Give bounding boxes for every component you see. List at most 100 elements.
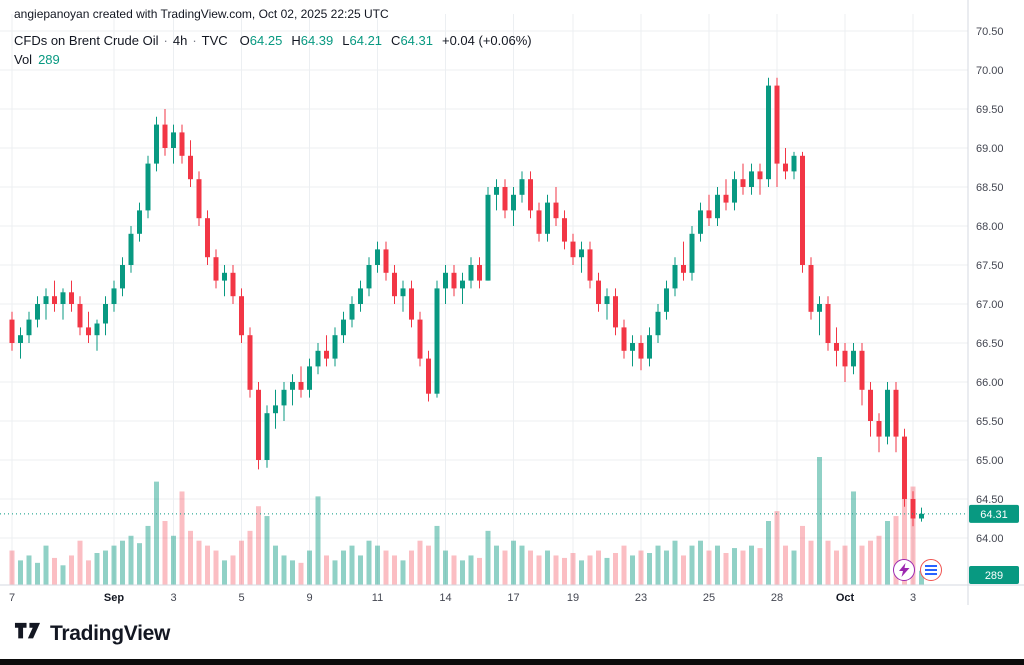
volume-bar xyxy=(672,540,678,585)
time-tick-label[interactable]: 11 xyxy=(372,592,383,604)
price-tick-label[interactable]: 68.50 xyxy=(976,182,1004,194)
candle-body xyxy=(358,288,363,304)
candle-body xyxy=(417,319,423,359)
volume-bar xyxy=(256,506,261,585)
volume-bar xyxy=(154,481,159,585)
close-letter: C xyxy=(391,33,401,48)
price-tick-label[interactable]: 65.50 xyxy=(976,416,1004,428)
candle-body xyxy=(808,265,814,312)
time-tick-label[interactable]: Sep xyxy=(104,592,124,604)
price-tick-label[interactable]: 66.00 xyxy=(976,377,1004,389)
candle-body xyxy=(35,304,40,320)
volume-bar xyxy=(774,511,780,585)
price-chart[interactable]: 70.50 70.00 69.50 69.00 68.50 68.00 67.50 67.00… xyxy=(0,0,1024,612)
volume-bar xyxy=(808,540,814,585)
time-tick-label[interactable]: 14 xyxy=(439,592,451,604)
candle-body xyxy=(205,218,210,258)
candle-body xyxy=(9,319,15,343)
price-tick-label[interactable]: 64.00 xyxy=(976,533,1004,545)
volume-bar xyxy=(834,550,839,585)
volume-badge-label: 289 xyxy=(985,570,1003,582)
volume-bar xyxy=(681,555,686,585)
candle-body xyxy=(723,194,729,203)
time-tick-label[interactable]: 28 xyxy=(771,592,783,604)
volume-bar xyxy=(468,555,474,585)
candle-body xyxy=(868,389,873,421)
price-tick-label[interactable]: 70.00 xyxy=(976,65,1004,77)
high-value: 64.39 xyxy=(300,33,334,48)
volume-bar xyxy=(383,550,389,585)
candle-body xyxy=(604,296,610,304)
time-tick-label[interactable]: 25 xyxy=(703,592,715,604)
candle-body xyxy=(290,382,295,390)
time-tick-label[interactable]: 23 xyxy=(635,592,647,604)
candle-body xyxy=(94,323,100,336)
legend-separator: · xyxy=(163,33,168,48)
price-tick-label[interactable]: 66.50 xyxy=(976,338,1004,350)
time-tick-label[interactable]: 5 xyxy=(238,592,244,604)
time-tick-label[interactable]: 3 xyxy=(170,592,176,604)
candle-body xyxy=(43,296,49,304)
volume-bar xyxy=(825,540,831,585)
volume-bar xyxy=(791,550,797,585)
volume-legend[interactable]: Vol 289 xyxy=(14,52,60,67)
volume-bar xyxy=(60,565,66,585)
flag-icon xyxy=(925,565,937,575)
price-tick-label[interactable]: 69.50 xyxy=(976,104,1004,116)
symbol-legend[interactable]: CFDs on Brent Crude Oil · 4h · TVC O64.25 H64.… xyxy=(14,33,532,48)
volume-bar xyxy=(443,550,448,585)
volume-bar xyxy=(307,550,312,585)
candle-body xyxy=(366,265,372,289)
candle-body xyxy=(774,85,780,164)
price-tick-label[interactable]: 68.00 xyxy=(976,221,1004,233)
candle-body xyxy=(791,155,797,172)
time-tick-label[interactable]: 19 xyxy=(567,592,579,604)
volume-bar xyxy=(434,525,440,585)
time-tick-label[interactable]: 7 xyxy=(9,592,15,604)
volume-bar xyxy=(536,555,542,585)
volume-bar xyxy=(451,555,457,585)
volume-bar xyxy=(400,560,406,585)
footer-brand[interactable]: TradingView xyxy=(14,621,170,646)
time-tick-label[interactable]: 17 xyxy=(507,592,519,604)
lightning-icon-button[interactable] xyxy=(893,559,915,581)
candle-body xyxy=(859,350,865,390)
candle-body xyxy=(239,296,244,336)
candle-body xyxy=(562,218,567,242)
price-tick-label[interactable]: 64.50 xyxy=(976,494,1004,506)
symbol-title: CFDs on Brent Crude Oil xyxy=(14,33,159,48)
candle-body xyxy=(69,292,74,304)
price-tick-label[interactable]: 70.50 xyxy=(976,26,1004,38)
volume-bar xyxy=(613,553,618,585)
time-tick-label[interactable]: 3 xyxy=(910,592,916,604)
candle-body xyxy=(494,187,499,195)
brand-name: TradingView xyxy=(50,621,171,645)
candle-body xyxy=(638,343,644,359)
volume-bar xyxy=(689,545,695,585)
candle-body xyxy=(52,296,57,304)
price-tick-label[interactable]: 69.00 xyxy=(976,143,1004,155)
price-tick-label[interactable]: 67.00 xyxy=(976,299,1004,311)
candle-body xyxy=(477,265,482,281)
candle-body xyxy=(647,335,652,359)
price-tick-label[interactable]: 65.00 xyxy=(976,455,1004,467)
volume-bar xyxy=(349,545,355,585)
candle-body xyxy=(213,257,219,281)
candle-body xyxy=(383,249,389,273)
time-tick-label[interactable]: 9 xyxy=(306,592,312,604)
volume-bar xyxy=(188,530,193,585)
volume-bar xyxy=(596,550,601,585)
volume-bar xyxy=(570,553,576,585)
volume-bar xyxy=(222,560,227,585)
candle-body xyxy=(188,155,193,180)
candle-body xyxy=(706,210,712,219)
volume-bar xyxy=(392,555,397,585)
open-letter: O xyxy=(239,33,250,48)
price-tick-label[interactable]: 67.50 xyxy=(976,260,1004,272)
candle-body xyxy=(485,194,491,281)
flag-icon-button[interactable] xyxy=(920,559,942,581)
time-tick-label[interactable]: Oct xyxy=(836,592,855,604)
candle-body xyxy=(86,327,91,336)
candle-body xyxy=(315,350,321,367)
